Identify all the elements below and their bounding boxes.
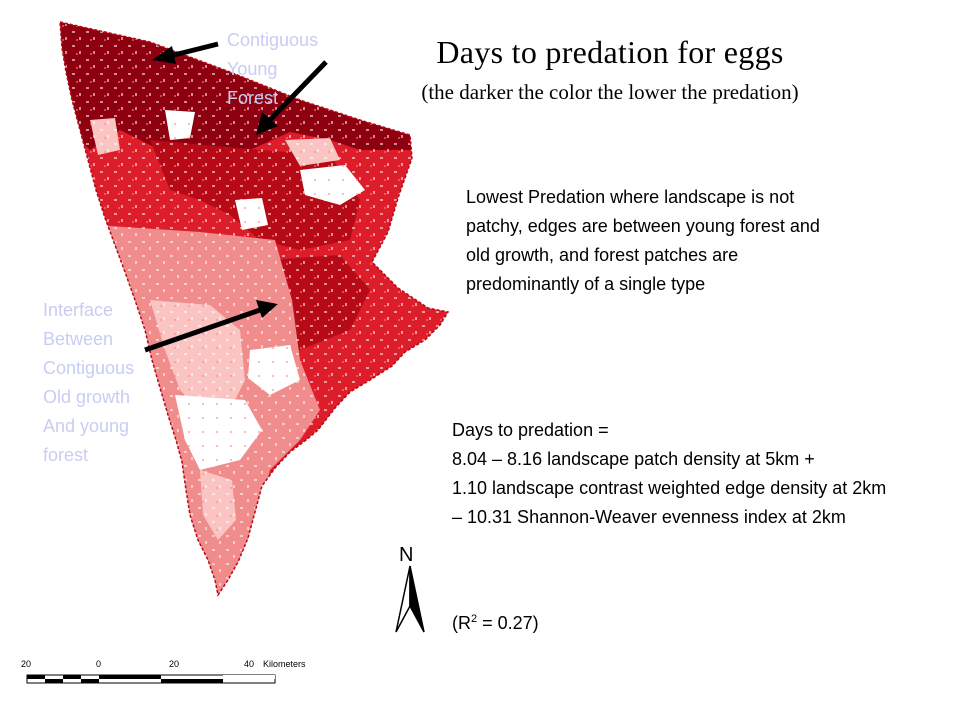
map-title: Days to predation for eggs [436,34,784,70]
equation-line: – 10.31 Shannon-Weaver evenness index at… [452,507,846,527]
annotation-interface: Interface Between Contiguous Old growth … [43,296,183,470]
r-squared-suffix: = 0.27) [477,613,539,633]
scale-label-40: 40 [244,659,255,669]
scale-label-20-left: 20 [21,659,32,669]
scale-unit: Kilometers [263,659,306,669]
arrow-young-forest-1 [152,41,219,64]
arrow-interface [144,300,278,353]
annotation-line: Contiguous [227,30,319,50]
r-squared-superscript: 2 [471,613,478,625]
map-subtitle: (the darker the color the lower the pred… [421,80,799,104]
equation-line: Days to predation = [452,420,609,440]
annotation-line: Young [227,59,278,79]
arrow-young-forest-2 [256,60,328,135]
annotation-line: Forest [227,88,279,108]
annotation-line: And young [43,416,130,436]
scale-label-20: 20 [169,659,180,669]
north-arrow-icon [395,565,425,633]
annotation-young-forest: Contiguous Young Forest [227,26,367,113]
annotation-line: Old growth [43,387,131,407]
annotation-line: forest [43,445,89,465]
predation-note: Lowest Predation where landscape is not … [466,187,820,294]
r-squared-prefix: (R [452,613,471,633]
predation-equation: Days to predation = 8.04 – 8.16 landscap… [452,416,957,532]
r-squared: (R2 = 0.27) [452,605,539,638]
scale-bar [26,674,276,684]
equation-line: 1.10 landscape contrast weighted edge de… [452,478,887,498]
north-label: N [399,544,414,566]
annotation-line: Contiguous [43,358,135,378]
equation-line: 8.04 – 8.16 landscape patch density at 5… [452,449,815,469]
annotation-line: Between [43,329,114,349]
annotation-line: Interface [43,300,114,320]
scale-label-0: 0 [96,659,102,669]
study-area-outline [59,21,450,597]
